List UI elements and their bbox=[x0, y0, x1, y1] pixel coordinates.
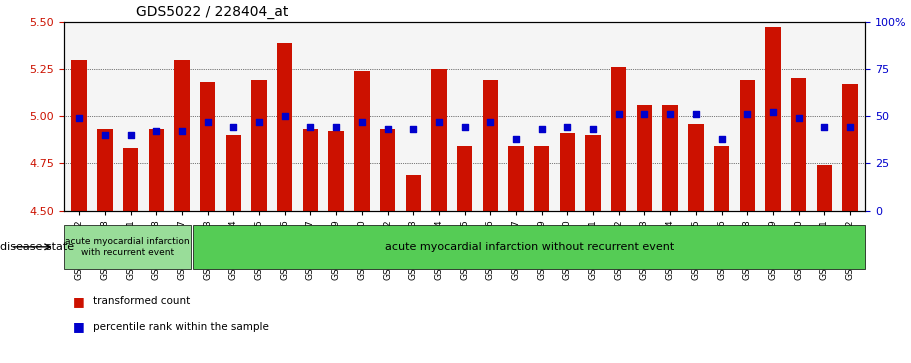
Bar bbox=[251, 80, 267, 211]
Point bbox=[200, 119, 215, 125]
Point bbox=[765, 110, 780, 115]
Point bbox=[611, 111, 626, 117]
Point bbox=[72, 115, 87, 121]
Point bbox=[354, 119, 369, 125]
Point bbox=[586, 126, 600, 132]
Point bbox=[792, 115, 806, 121]
Point bbox=[380, 126, 394, 132]
Bar bbox=[380, 129, 395, 211]
Point bbox=[689, 111, 703, 117]
Text: transformed count: transformed count bbox=[93, 296, 190, 306]
Bar bbox=[816, 165, 832, 211]
Point bbox=[637, 111, 651, 117]
Bar bbox=[791, 78, 806, 211]
Bar bbox=[302, 129, 318, 211]
Bar bbox=[843, 84, 858, 211]
Point bbox=[535, 126, 549, 132]
Bar bbox=[740, 80, 755, 211]
Point bbox=[740, 111, 754, 117]
Point bbox=[251, 119, 266, 125]
Bar bbox=[508, 146, 524, 211]
Point bbox=[560, 125, 575, 130]
Bar bbox=[688, 124, 703, 211]
Text: GDS5022 / 228404_at: GDS5022 / 228404_at bbox=[136, 5, 288, 19]
Bar bbox=[71, 60, 87, 211]
Point bbox=[329, 125, 343, 130]
Point bbox=[457, 125, 472, 130]
Point bbox=[483, 119, 497, 125]
Point bbox=[843, 125, 857, 130]
Bar bbox=[662, 105, 678, 211]
Bar bbox=[559, 133, 575, 211]
Point bbox=[508, 136, 523, 142]
Text: ■: ■ bbox=[73, 295, 85, 308]
Point bbox=[226, 125, 241, 130]
FancyBboxPatch shape bbox=[64, 225, 191, 269]
Bar bbox=[97, 129, 113, 211]
Text: acute myocardial infarction
with recurrent event: acute myocardial infarction with recurre… bbox=[66, 237, 189, 257]
Bar bbox=[431, 69, 446, 211]
Text: ■: ■ bbox=[73, 320, 85, 333]
Bar bbox=[637, 105, 652, 211]
Bar bbox=[586, 135, 600, 211]
Text: disease state: disease state bbox=[0, 242, 74, 252]
Point bbox=[432, 119, 446, 125]
Point bbox=[149, 129, 164, 134]
Bar bbox=[148, 129, 164, 211]
Point bbox=[817, 125, 832, 130]
Point bbox=[97, 132, 112, 138]
Point bbox=[278, 113, 292, 119]
Bar bbox=[329, 131, 343, 211]
Bar bbox=[200, 82, 215, 211]
Bar bbox=[277, 42, 292, 211]
Point bbox=[406, 126, 421, 132]
Bar bbox=[226, 135, 241, 211]
Bar bbox=[354, 71, 370, 211]
Bar bbox=[611, 67, 627, 211]
Bar bbox=[405, 175, 421, 211]
Text: acute myocardial infarction without recurrent event: acute myocardial infarction without recu… bbox=[384, 242, 674, 252]
Bar bbox=[123, 148, 138, 211]
Bar bbox=[534, 146, 549, 211]
Bar bbox=[457, 146, 472, 211]
Point bbox=[303, 125, 318, 130]
FancyBboxPatch shape bbox=[193, 225, 865, 269]
Text: percentile rank within the sample: percentile rank within the sample bbox=[93, 322, 269, 332]
Point bbox=[175, 129, 189, 134]
Point bbox=[663, 111, 678, 117]
Point bbox=[123, 132, 138, 138]
Bar bbox=[714, 146, 730, 211]
Bar bbox=[483, 80, 498, 211]
Bar bbox=[765, 28, 781, 211]
Bar bbox=[174, 60, 189, 211]
Point bbox=[714, 136, 729, 142]
